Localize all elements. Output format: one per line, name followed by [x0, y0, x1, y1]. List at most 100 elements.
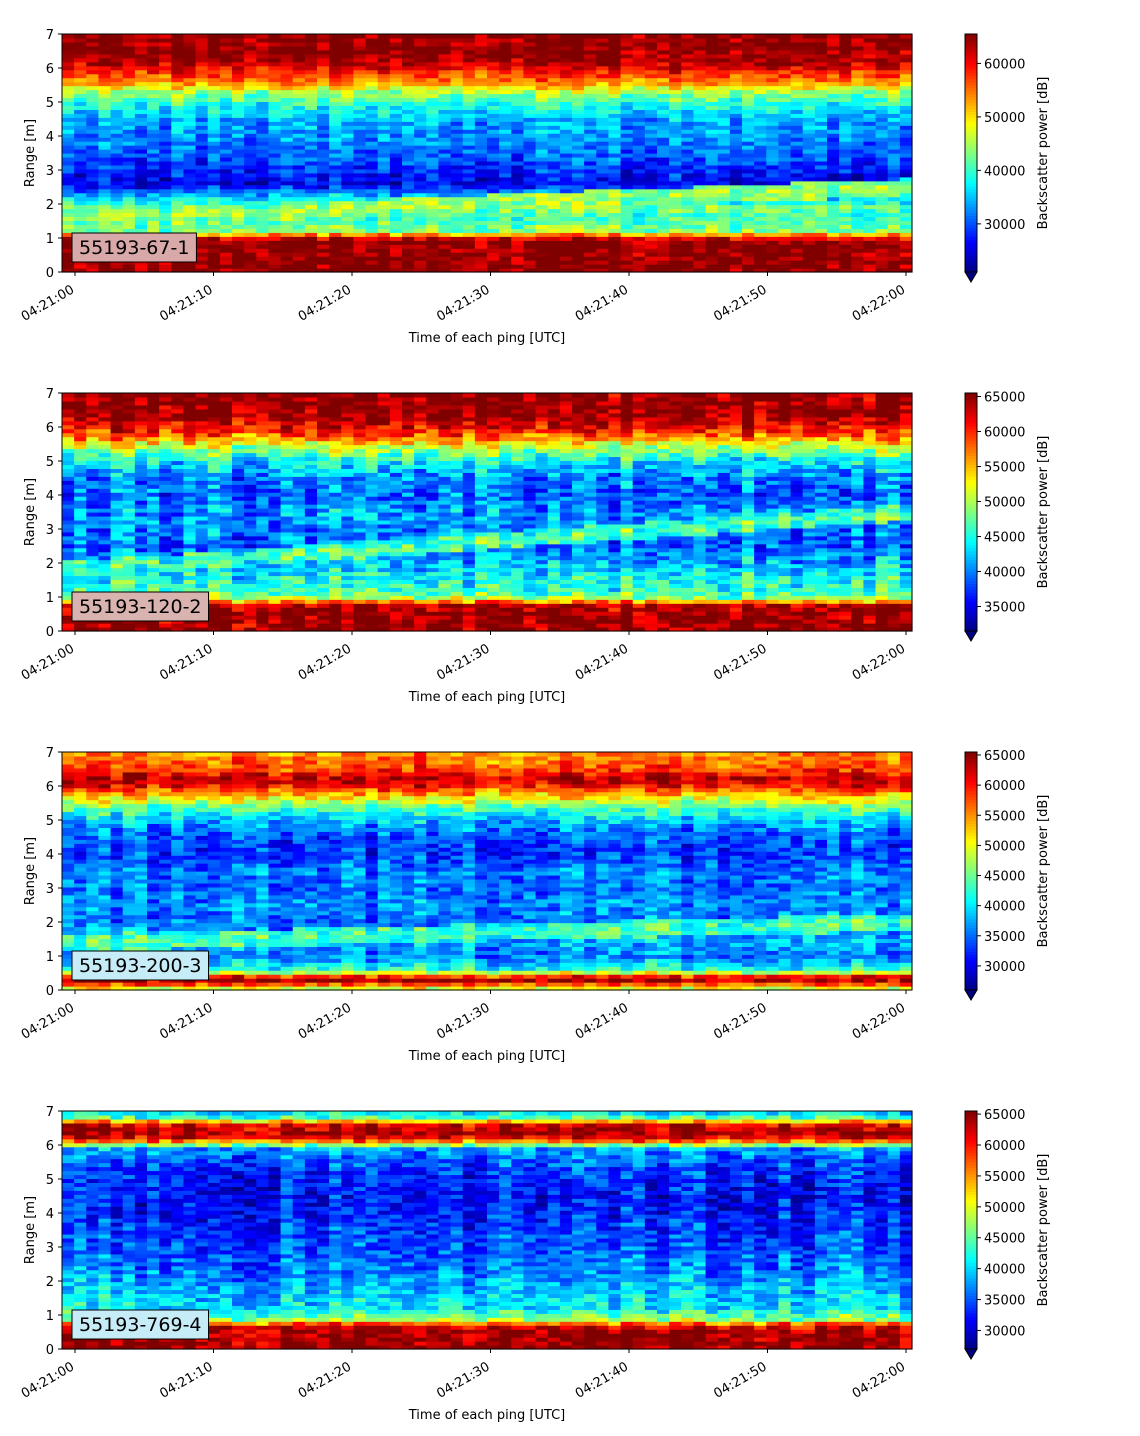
heatmap-cell — [98, 448, 112, 454]
heatmap-cell — [814, 105, 828, 110]
heatmap-cell — [122, 149, 136, 154]
heatmap-cell — [462, 188, 476, 194]
heatmap-cell — [863, 37, 877, 43]
heatmap-cell — [547, 113, 561, 118]
heatmap-cell — [426, 153, 440, 158]
heatmap-cell — [365, 252, 379, 257]
heatmap-cell — [851, 149, 865, 154]
heatmap-cell — [159, 109, 172, 114]
heatmap-cell — [814, 228, 828, 233]
heatmap-cell — [62, 232, 75, 237]
heatmap-cell — [159, 623, 172, 628]
heatmap-cell — [487, 184, 500, 190]
heatmap-cell — [171, 37, 185, 43]
heatmap-cell — [353, 224, 367, 229]
heatmap-cell — [62, 200, 75, 206]
heatmap-cell — [62, 204, 75, 210]
heatmap-cell — [742, 85, 755, 91]
heatmap-cell — [559, 97, 573, 103]
heatmap-cell — [365, 228, 379, 233]
heatmap-cell — [365, 69, 379, 75]
heatmap-cell — [292, 192, 306, 198]
heatmap-cell — [474, 264, 488, 269]
heatmap-cell — [74, 393, 87, 398]
heatmap-cell — [535, 180, 549, 186]
heatmap-cell — [851, 168, 865, 174]
heatmap-cell — [487, 240, 500, 245]
heatmap-cell — [875, 77, 889, 83]
heatmap-cell — [596, 228, 610, 233]
heatmap-cell — [62, 452, 75, 458]
heatmap-cell — [827, 57, 840, 63]
heatmap-cell — [232, 232, 245, 237]
heatmap-cell — [547, 125, 561, 130]
heatmap-cell — [778, 145, 792, 150]
heatmap-cell — [110, 440, 124, 446]
heatmap-cell — [244, 256, 257, 261]
heatmap-cell — [377, 57, 391, 63]
heatmap-cell — [717, 153, 731, 158]
heatmap-cell — [134, 559, 148, 565]
heatmap-cell — [280, 57, 294, 63]
heatmap-cell — [195, 149, 209, 154]
heatmap-cell — [669, 41, 682, 47]
heatmap-cell — [899, 133, 913, 138]
heatmap-cell — [851, 53, 865, 59]
heatmap-cell — [98, 81, 112, 87]
heatmap-cell — [657, 208, 670, 214]
heatmap-cell — [317, 117, 330, 122]
heatmap-cell — [122, 539, 136, 545]
heatmap-cell — [523, 85, 537, 91]
heatmap-cell — [171, 504, 185, 509]
heatmap-cell — [280, 252, 294, 257]
heatmap-cell — [474, 248, 488, 253]
heatmap-cell — [827, 85, 840, 91]
heatmap-cell — [899, 105, 913, 110]
heatmap-cell — [851, 57, 865, 63]
heatmap-cell — [426, 264, 440, 269]
colorbar-segment — [965, 161, 977, 166]
heatmap-cell — [219, 208, 233, 214]
heatmap-cell — [147, 188, 160, 194]
heatmap-cell — [317, 252, 330, 257]
heatmap-cell — [341, 156, 355, 162]
heatmap-cell — [304, 156, 318, 162]
heatmap-cell — [232, 129, 245, 134]
heatmap-cell — [693, 81, 707, 87]
heatmap-cell — [669, 196, 682, 202]
heatmap-cell — [183, 428, 197, 434]
heatmap-cell — [669, 141, 682, 146]
x-tick-label: 04:21:20 — [296, 282, 354, 324]
heatmap-cell — [159, 523, 172, 529]
heatmap-cell — [523, 160, 537, 166]
heatmap-cell — [438, 53, 452, 59]
heatmap-cell — [62, 460, 75, 465]
heatmap-cell — [438, 145, 452, 150]
heatmap-cell — [742, 216, 755, 222]
heatmap-cell — [572, 153, 585, 158]
heatmap-cell — [511, 224, 525, 229]
heatmap-cell — [839, 129, 852, 134]
heatmap-cell — [547, 97, 561, 103]
heatmap-cell — [329, 260, 342, 265]
heatmap-cell — [426, 164, 440, 170]
heatmap-cell — [280, 184, 294, 190]
heatmap-cell — [317, 268, 330, 273]
heatmap-cell — [450, 236, 464, 241]
heatmap-cell — [887, 81, 901, 87]
heatmap-cell — [74, 448, 87, 454]
heatmap-cell — [729, 121, 743, 126]
heatmap-cell — [389, 248, 403, 253]
heatmap-cell — [474, 117, 488, 122]
heatmap-cell — [851, 160, 865, 166]
heatmap-cell — [317, 212, 330, 218]
heatmap-cell — [511, 149, 525, 154]
heatmap-cell — [122, 45, 136, 51]
heatmap-cell — [195, 168, 209, 174]
heatmap-cell — [86, 563, 100, 569]
heatmap-cell — [778, 65, 792, 71]
heatmap-cell — [450, 89, 464, 95]
heatmap-cell — [681, 212, 695, 218]
heatmap-cell — [814, 260, 828, 265]
heatmap-cell — [317, 228, 330, 233]
